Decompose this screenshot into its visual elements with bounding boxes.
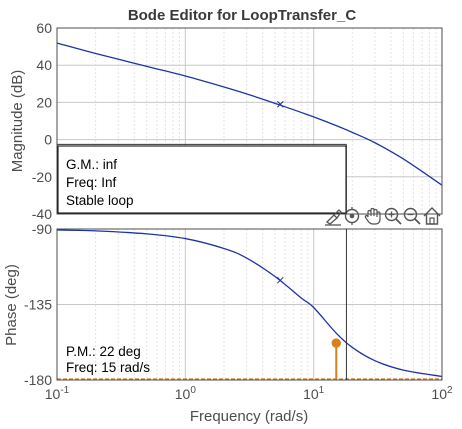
x-axis-label: Frequency (rad/s) <box>190 408 308 425</box>
phase-compensator-marker <box>276 276 284 284</box>
magnitude-y-tick-label: 60 <box>36 20 52 36</box>
phase-y-tick-label: -180 <box>24 372 52 388</box>
pan-icon[interactable] <box>364 207 381 225</box>
magnitude-y-ticks: 60 40 20 0 -20 -40 <box>32 20 52 222</box>
phase-y-tick-label: -135 <box>24 297 52 313</box>
phase-y-tick-label: -90 <box>32 221 52 237</box>
phase-x-ticks: 10-1 100 101 102 <box>45 385 453 402</box>
magnitude-y-tick-label: -40 <box>32 206 52 222</box>
gain-margin-box-frame <box>57 145 347 214</box>
phase-y-ticks: -90 -135 -180 <box>24 221 52 388</box>
phase-series-line <box>56 229 443 378</box>
x-tick-label: 100 <box>175 385 197 402</box>
phase-curve-group <box>56 229 443 380</box>
magnitude-y-tick-label: 20 <box>36 94 52 110</box>
phase-axes[interactable]: -90 -135 -180 10-1 100 101 102 Phase (deg) Fr… <box>3 221 453 425</box>
phase-y-label: Phase (deg) <box>3 264 20 346</box>
data-tips-icon[interactable] <box>344 207 360 225</box>
magnitude-y-tick-label: -20 <box>32 169 52 185</box>
home-icon[interactable] <box>423 207 441 225</box>
magnitude-y-tick-label: 0 <box>44 132 52 148</box>
phase-axes-box <box>56 228 443 381</box>
magnitude-y-label: Magnitude (dB) <box>9 70 26 173</box>
magnitude-axes-box <box>56 27 443 215</box>
axes-toolbar <box>325 207 441 226</box>
gain-margin-box: G.M.: inf Freq: Inf Stable loop <box>57 145 347 214</box>
x-tick-label: 101 <box>303 385 325 402</box>
magnitude-curve-group <box>56 42 443 186</box>
phase-margin-dot <box>331 338 341 348</box>
phase-margin-frequency-label: Freq: 15 rad/s <box>66 360 150 375</box>
crossover-crosshair <box>57 143 347 380</box>
magnitude-compensator-marker <box>276 100 284 108</box>
brush-icon[interactable] <box>325 209 342 226</box>
zoom-out-icon[interactable] <box>403 207 421 225</box>
phase-margin-label: P.M.: 22 deg <box>66 344 141 359</box>
magnitude-series-line <box>56 42 443 186</box>
stability-label: Stable loop <box>66 193 134 208</box>
x-tick-label: 10-1 <box>45 385 70 402</box>
x-tick-label: 102 <box>431 385 453 402</box>
figure-title: Bode Editor for LoopTransfer_C <box>128 7 357 24</box>
zoom-in-icon[interactable] <box>384 207 402 225</box>
magnitude-y-tick-label: 40 <box>36 57 52 73</box>
gain-margin-label: G.M.: inf <box>66 157 117 172</box>
gain-margin-frequency-label: Freq: Inf <box>66 175 117 190</box>
